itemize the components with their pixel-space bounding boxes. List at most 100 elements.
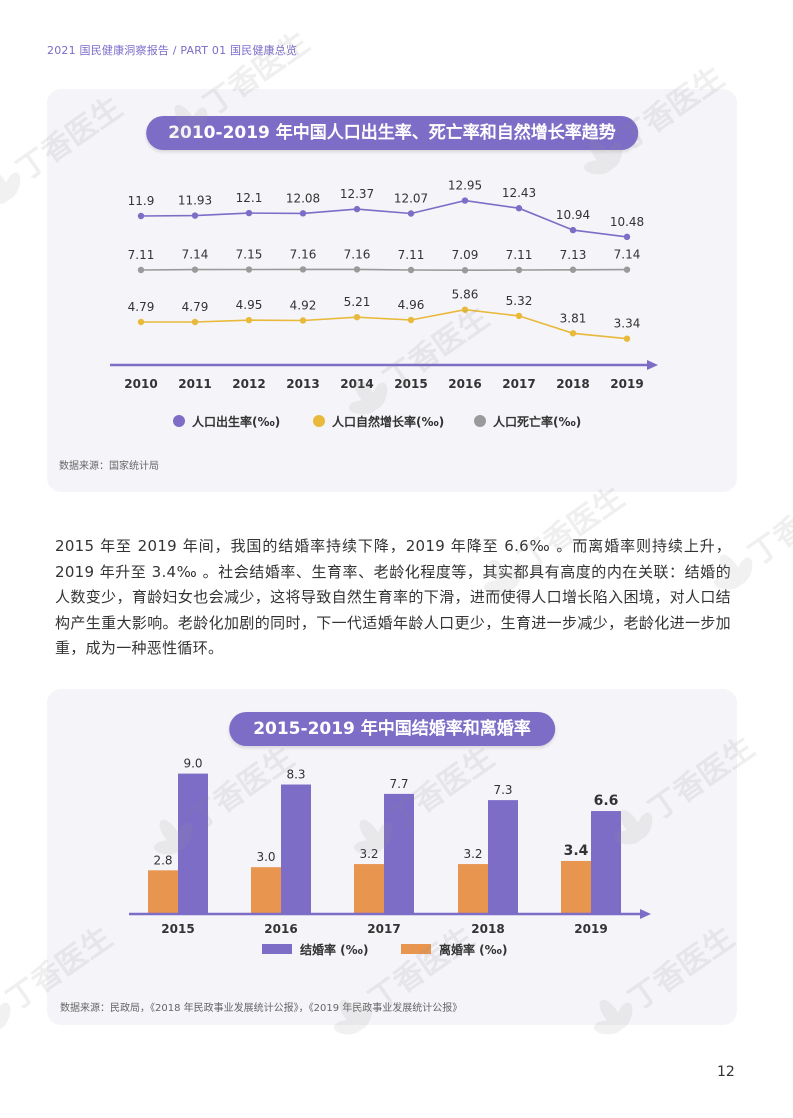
legend-label: 离婚率 (‰) xyxy=(439,942,507,957)
data-label: 12.37 xyxy=(340,187,374,201)
data-point xyxy=(353,205,361,213)
data-point xyxy=(461,197,469,204)
data-point xyxy=(245,209,253,217)
divorce-value-label: 3.2 xyxy=(463,847,482,861)
data-label: 4.96 xyxy=(398,298,425,312)
data-label: 12.95 xyxy=(448,179,482,193)
divorce-bar xyxy=(561,860,591,914)
legend-marker xyxy=(313,415,325,427)
data-point xyxy=(137,266,145,274)
data-point xyxy=(461,267,469,274)
data-label: 4.79 xyxy=(182,300,209,314)
data-point xyxy=(137,212,145,220)
data-point xyxy=(623,335,631,342)
x-tick-label: 2018 xyxy=(556,377,589,391)
divorce-bar xyxy=(251,867,281,914)
series-line xyxy=(141,308,628,340)
data-point xyxy=(245,316,253,324)
data-label: 12.08 xyxy=(286,191,320,205)
data-label: 12.1 xyxy=(236,191,263,205)
data-label: 7.14 xyxy=(614,248,641,262)
legend-marker xyxy=(173,415,185,427)
data-label: 7.11 xyxy=(506,248,533,262)
series-layer: 11.9 11.93 12.1 12.08 12.37 12.07 12.95 12.43 10… xyxy=(128,179,644,342)
x-tick-label: 2011 xyxy=(178,377,211,391)
watermark-leaf xyxy=(736,557,753,585)
data-label: 11.93 xyxy=(178,194,212,208)
marriage-value-label: 8.3 xyxy=(286,768,305,782)
data-label: 11.9 xyxy=(128,194,155,208)
data-point xyxy=(407,266,415,274)
data-point xyxy=(407,316,415,324)
x-tick-label: 2015 xyxy=(394,377,427,391)
legend-label: 结婚率 (‰) xyxy=(300,942,368,957)
data-point xyxy=(191,318,199,326)
bar-chart: 2.8 9.0 2015 3.0 8.3 2016 3.2 7.7 2017 3.2 7.3 2018… xyxy=(129,757,651,957)
marriage-bar xyxy=(384,793,414,914)
data-label: 7.15 xyxy=(236,248,263,262)
data-point xyxy=(137,318,145,326)
data-label: 3.81 xyxy=(560,311,587,325)
data-point xyxy=(515,266,523,274)
x-tick-label: 2016 xyxy=(448,377,481,391)
data-point xyxy=(353,313,361,321)
data-point xyxy=(623,266,631,273)
legend-swatch xyxy=(401,944,431,954)
data-point xyxy=(191,212,199,219)
divorce-value-label: 3.0 xyxy=(256,850,275,864)
data-label: 5.32 xyxy=(506,294,533,308)
legend-label: 人口自然增长率(‰) xyxy=(332,414,444,429)
x-axis-arrow xyxy=(647,360,658,370)
watermark-text: 丁香医生 xyxy=(743,475,793,572)
report-header: 2021 国民健康洞察报告 / PART 01 国民健康总览 xyxy=(47,44,298,57)
data-point xyxy=(623,233,631,241)
marriage-bar xyxy=(591,811,621,914)
marriage-divorce-chart-panel: 2015-2019 年中国结婚率和离婚率 2.8 9.0 2015 3.0 8.3 201… xyxy=(47,689,737,1025)
data-point xyxy=(569,330,577,337)
x-tick-label: 2019 xyxy=(610,377,643,391)
data-point xyxy=(515,205,523,212)
legend-label: 人口出生率(‰) xyxy=(192,414,280,429)
marriage-value-label: 6.6 xyxy=(594,793,619,809)
watermark-leaf xyxy=(0,1002,11,1030)
data-point xyxy=(191,266,199,273)
data-label: 4.79 xyxy=(128,300,155,314)
x-tick-label: 2012 xyxy=(232,377,265,391)
marriage-bar xyxy=(178,773,208,914)
divorce-value-label: 2.8 xyxy=(153,853,172,867)
divorce-bar xyxy=(148,870,178,914)
divorce-bar xyxy=(458,864,488,914)
legend-label: 人口死亡率(‰) xyxy=(493,414,581,429)
marriage-bar xyxy=(281,784,311,914)
data-label: 3.34 xyxy=(614,317,641,331)
data-source: 数据来源：民政局，《2018 年民政事业发展统计公报》，《2019 年民政事业发… xyxy=(60,1003,463,1014)
series-line xyxy=(140,199,628,238)
data-label: 7.09 xyxy=(452,248,479,262)
data-label: 4.95 xyxy=(236,298,263,312)
data-label: 10.48 xyxy=(610,215,644,229)
x-tick-label: 2015 xyxy=(161,922,194,936)
body-paragraph: 2015 年至 2019 年间，我国的结婚率持续下降，2019 年降至 6.6‰… xyxy=(55,537,731,657)
x-tick-label: 2018 xyxy=(471,922,504,936)
data-label: 7.13 xyxy=(560,248,587,262)
data-point xyxy=(461,306,469,313)
data-point xyxy=(299,317,307,324)
data-label: 10.94 xyxy=(556,208,590,222)
x-tick-label: 2016 xyxy=(264,922,297,936)
data-label: 7.14 xyxy=(182,248,209,262)
divorce-bar xyxy=(354,864,384,914)
watermark-leaf xyxy=(0,190,10,205)
x-tick-label: 2017 xyxy=(367,922,400,936)
x-tick-label: 2019 xyxy=(574,922,607,936)
data-source: 数据来源：国家统计局 xyxy=(59,461,159,472)
data-point xyxy=(515,312,523,320)
birth-death-growth-chart-panel: 2010-2019 年中国人口出生率、死亡率和自然增长率趋势 11.9 11.93… xyxy=(47,89,737,492)
series-line xyxy=(140,268,628,272)
data-point xyxy=(569,266,577,273)
legend-swatch xyxy=(262,944,292,954)
x-tick-label: 2010 xyxy=(124,377,157,391)
data-label: 5.86 xyxy=(452,288,479,302)
marriage-bar xyxy=(488,800,518,914)
marriage-value-label: 9.0 xyxy=(183,757,202,771)
x-tick-label: 2017 xyxy=(502,377,535,391)
